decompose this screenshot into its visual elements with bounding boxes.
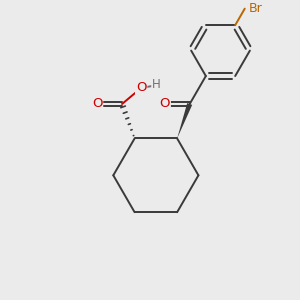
Text: O: O (160, 98, 170, 110)
Text: O: O (92, 97, 102, 110)
Text: O: O (136, 81, 146, 94)
Polygon shape (177, 103, 192, 139)
Text: H: H (152, 78, 161, 91)
Text: Br: Br (249, 2, 263, 15)
